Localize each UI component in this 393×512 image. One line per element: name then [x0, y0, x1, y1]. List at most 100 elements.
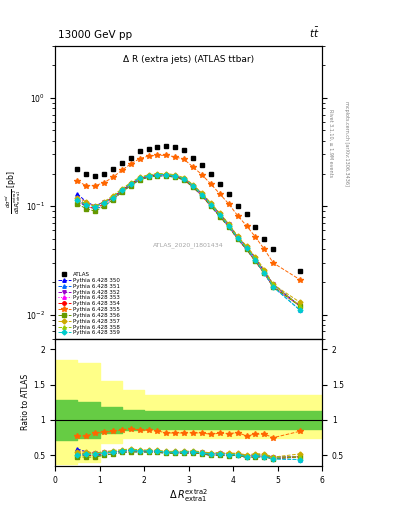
Pythia 6.428 355: [75, 178, 80, 184]
Pythia 6.428 353: [173, 173, 178, 179]
Pythia 6.428 358: [253, 255, 258, 262]
Pythia 6.428 358: [191, 182, 195, 188]
Pythia 6.428 356: [137, 177, 142, 183]
Pythia 6.428 359: [271, 284, 275, 290]
Text: ATLAS_2020_I1801434: ATLAS_2020_I1801434: [153, 242, 224, 248]
Line: Pythia 6.428 357: Pythia 6.428 357: [75, 172, 302, 304]
Pythia 6.428 358: [262, 268, 267, 274]
Pythia 6.428 351: [209, 203, 213, 209]
Pythia 6.428 353: [110, 195, 115, 201]
Pythia 6.428 354: [93, 206, 97, 212]
ATLAS: [271, 246, 275, 252]
Pythia 6.428 353: [209, 203, 213, 209]
Pythia 6.428 356: [253, 258, 258, 264]
Pythia 6.428 356: [93, 208, 97, 214]
Pythia 6.428 354: [200, 193, 204, 199]
Pythia 6.428 353: [137, 176, 142, 182]
Pythia 6.428 352: [271, 282, 275, 288]
Pythia 6.428 354: [226, 223, 231, 229]
Pythia 6.428 358: [129, 180, 133, 186]
Pythia 6.428 358: [102, 200, 107, 206]
Pythia 6.428 355: [102, 180, 107, 186]
Pythia 6.428 359: [102, 200, 107, 206]
Pythia 6.428 350: [235, 234, 240, 240]
Pythia 6.428 356: [298, 303, 302, 309]
Pythia 6.428 351: [164, 173, 169, 179]
Pythia 6.428 354: [110, 195, 115, 201]
Pythia 6.428 357: [102, 199, 107, 205]
Pythia 6.428 351: [253, 258, 258, 264]
Line: Pythia 6.428 354: Pythia 6.428 354: [75, 173, 302, 308]
Pythia 6.428 355: [191, 164, 195, 170]
Pythia 6.428 357: [110, 193, 115, 199]
Y-axis label: $\frac{d\sigma^{nd}}{d\Delta R_{\mathrm{extra1}}^{\mathrm{extra2}}}$ [pb]: $\frac{d\sigma^{nd}}{d\Delta R_{\mathrm{…: [4, 170, 23, 215]
Line: Pythia 6.428 356: Pythia 6.428 356: [75, 174, 302, 308]
Pythia 6.428 359: [110, 195, 115, 201]
Pythia 6.428 359: [253, 257, 258, 263]
Pythia 6.428 356: [235, 236, 240, 242]
Pythia 6.428 352: [217, 211, 222, 217]
Pythia 6.428 352: [137, 176, 142, 182]
Pythia 6.428 351: [298, 307, 302, 313]
Pythia 6.428 353: [244, 246, 249, 252]
Pythia 6.428 353: [262, 270, 267, 276]
Pythia 6.428 359: [173, 173, 178, 179]
Pythia 6.428 350: [146, 173, 151, 179]
Text: 13000 GeV pp: 13000 GeV pp: [58, 30, 132, 40]
Pythia 6.428 356: [182, 177, 187, 183]
Pythia 6.428 359: [182, 176, 187, 182]
ATLAS: [298, 268, 302, 274]
Pythia 6.428 351: [182, 177, 187, 183]
Pythia 6.428 357: [191, 182, 195, 188]
Pythia 6.428 352: [75, 197, 80, 203]
Pythia 6.428 351: [155, 173, 160, 179]
Pythia 6.428 359: [235, 235, 240, 241]
Line: Pythia 6.428 353: Pythia 6.428 353: [75, 173, 302, 308]
ATLAS: [182, 147, 187, 153]
Pythia 6.428 357: [129, 180, 133, 186]
Line: Pythia 6.428 351: Pythia 6.428 351: [75, 174, 302, 312]
Pythia 6.428 356: [146, 174, 151, 180]
Pythia 6.428 356: [244, 246, 249, 252]
Pythia 6.428 351: [262, 270, 267, 276]
Pythia 6.428 356: [155, 173, 160, 179]
Pythia 6.428 352: [173, 173, 178, 179]
Pythia 6.428 358: [137, 175, 142, 181]
Pythia 6.428 359: [129, 181, 133, 187]
Pythia 6.428 352: [226, 221, 231, 227]
Pythia 6.428 357: [84, 199, 88, 205]
Pythia 6.428 356: [84, 206, 88, 212]
Pythia 6.428 359: [200, 191, 204, 198]
Pythia 6.428 355: [129, 161, 133, 167]
Pythia 6.428 350: [110, 195, 115, 201]
Legend: ATLAS, Pythia 6.428 350, Pythia 6.428 351, Pythia 6.428 352, Pythia 6.428 353, P: ATLAS, Pythia 6.428 350, Pythia 6.428 35…: [56, 270, 122, 337]
Pythia 6.428 353: [129, 181, 133, 187]
Pythia 6.428 350: [119, 187, 124, 194]
ATLAS: [110, 166, 115, 172]
Pythia 6.428 354: [102, 201, 107, 207]
Pythia 6.428 359: [226, 223, 231, 229]
Pythia 6.428 357: [262, 267, 267, 273]
Pythia 6.428 356: [191, 184, 195, 190]
ATLAS: [226, 191, 231, 197]
Pythia 6.428 356: [200, 193, 204, 199]
Pythia 6.428 354: [244, 246, 249, 252]
Pythia 6.428 355: [200, 172, 204, 178]
Pythia 6.428 350: [137, 176, 142, 182]
Pythia 6.428 355: [235, 212, 240, 219]
Pythia 6.428 358: [200, 191, 204, 197]
Pythia 6.428 356: [209, 203, 213, 209]
ATLAS: [155, 144, 160, 151]
Pythia 6.428 351: [271, 284, 275, 290]
Pythia 6.428 357: [253, 254, 258, 260]
Pythia 6.428 356: [110, 197, 115, 203]
Pythia 6.428 350: [271, 282, 275, 288]
Pythia 6.428 350: [217, 211, 222, 217]
Pythia 6.428 358: [173, 173, 178, 179]
Pythia 6.428 354: [271, 284, 275, 290]
Pythia 6.428 354: [173, 174, 178, 180]
Pythia 6.428 355: [262, 246, 267, 252]
Pythia 6.428 358: [155, 171, 160, 177]
Pythia 6.428 351: [102, 203, 107, 209]
Pythia 6.428 353: [217, 212, 222, 219]
